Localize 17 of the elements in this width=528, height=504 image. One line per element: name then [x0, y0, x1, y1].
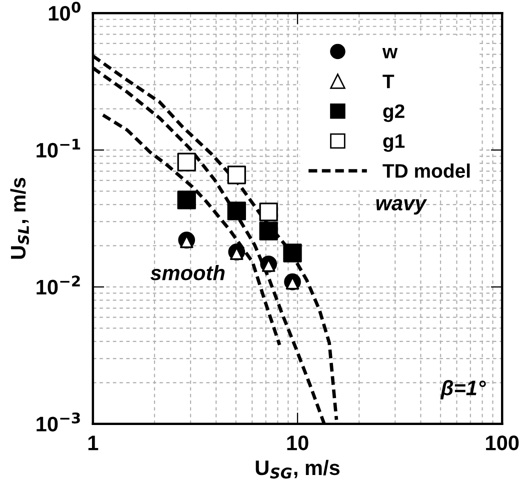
x-axis-title: U$_{SG}$, m/s: [256, 460, 340, 479]
legend-label: g1: [383, 134, 405, 152]
y-tick-label: 10$^{−2}$: [36, 276, 80, 295]
legend-label: T: [382, 74, 394, 88]
legend-label: TD model: [382, 164, 470, 178]
annotation: β=1°: [440, 380, 486, 400]
y-tick-label: 10$^{−3}$: [36, 412, 80, 432]
annotation: smooth: [150, 265, 225, 280]
x-tick-label: 1: [88, 436, 98, 450]
x-tick-label: 100: [486, 436, 519, 450]
y-tick-label: 10$^{−1}$: [36, 138, 80, 158]
x-tick-label: 10: [287, 436, 308, 450]
y-axis-title: U$_{SL}$, m/s: [10, 178, 29, 259]
y-tick-label: 10$^{0}$: [48, 2, 80, 21]
annotation: wavy: [376, 199, 428, 215]
legend-label: w: [382, 48, 398, 58]
legend-label: g2: [383, 104, 404, 122]
